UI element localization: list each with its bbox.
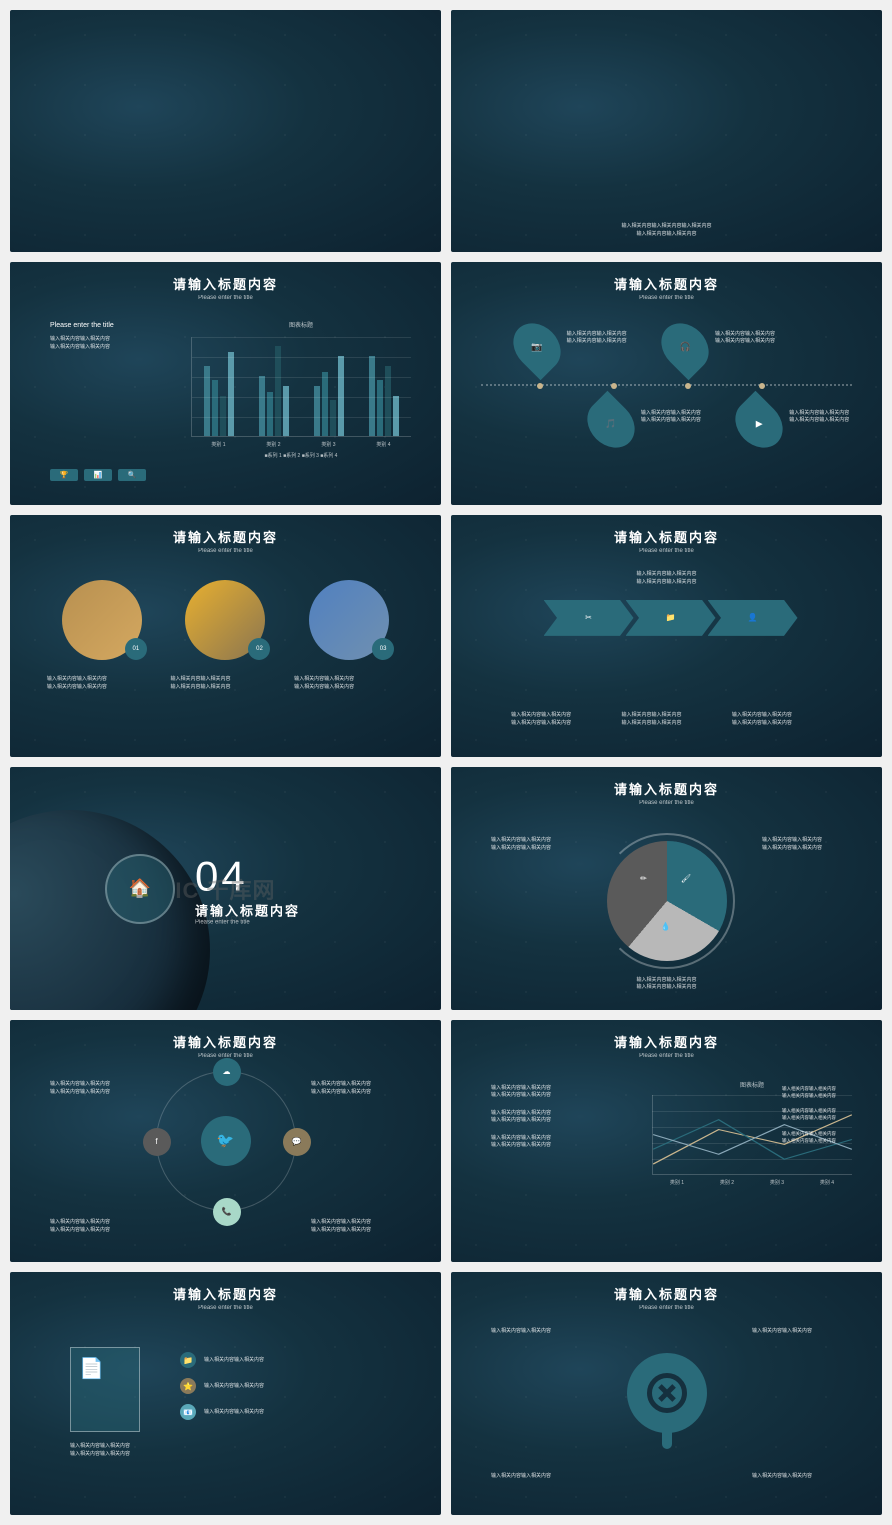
slide-8: 请输入标题内容 Please enter the title ✏🖌💧 输入相关内… bbox=[451, 767, 882, 1009]
list-item: 📁输入相关内容输入相关内容 bbox=[180, 1352, 264, 1368]
orbit-node: f bbox=[143, 1128, 171, 1156]
photo-item: 01输入相关内容输入相关内容输入相关内容输入相关内容 bbox=[47, 580, 157, 691]
slide-title: 请输入标题内容 bbox=[451, 527, 882, 546]
slide-11: 请输入标题内容 Please enter the title 📄 输入相关内容输… bbox=[10, 1272, 441, 1514]
timeline-drop: ▶ bbox=[738, 398, 780, 450]
orbit-diagram: 🐦 ☁f💬📞 bbox=[156, 1071, 296, 1211]
slide-title: 请输入标题内容 bbox=[451, 274, 882, 293]
slide-title: 请输入标题内容 bbox=[451, 1032, 882, 1051]
s10-text-list: 输入相关内容输入相关内容输入相关内容输入相关内容 输入相关内容输入相关内容输入相… bbox=[491, 1085, 621, 1150]
x-circle-graphic bbox=[627, 1353, 707, 1433]
timeline-drop: 🎵 bbox=[590, 398, 632, 450]
slide-12: 请输入标题内容 Please enter the title 输入相关内容输入相… bbox=[451, 1272, 882, 1514]
slide-subtitle: Please enter the title bbox=[10, 295, 441, 301]
process-arrow: ✂ bbox=[544, 600, 634, 636]
slide-7-section: 🏠 04 请输入标题内容 Please enter the title IC 千… bbox=[10, 767, 441, 1009]
orbit-node: 💬 bbox=[283, 1128, 311, 1156]
slide-title: 请输入标题内容 bbox=[10, 1032, 441, 1051]
slide-5: 请输入标题内容 Please enter the title 01输入相关内容输… bbox=[10, 515, 441, 757]
slide-title: 请输入标题内容 bbox=[10, 274, 441, 293]
section-icon: 🏠 bbox=[105, 854, 175, 924]
pie-chart: ✏ 🖌 💧 bbox=[607, 841, 727, 961]
photo-item: 03输入相关内容输入相关内容输入相关内容输入相关内容 bbox=[294, 580, 404, 691]
orbit-node: ☁ bbox=[213, 1058, 241, 1086]
pie-segment-icon: 🖌 bbox=[681, 874, 691, 883]
s3-left-panel: Please enter the title 输入相关内容输入相关内容 输入相关… bbox=[50, 322, 170, 351]
list-item: 📧输入相关内容输入相关内容 bbox=[180, 1404, 264, 1420]
planet-graphic bbox=[10, 810, 210, 1010]
timeline: 📷输入相关内容输入相关内容输入相关内容输入相关内容🎧输入相关内容输入相关内容输入… bbox=[481, 384, 852, 386]
pie-segment-icon: ✏ bbox=[640, 874, 647, 883]
list-item: ⭐输入相关内容输入相关内容 bbox=[180, 1378, 264, 1394]
chart-filter-button[interactable]: 📊 bbox=[84, 469, 112, 481]
photo-item: 02输入相关内容输入相关内容输入相关内容输入相关内容 bbox=[170, 580, 280, 691]
slide-1 bbox=[10, 10, 441, 252]
slide-9: 请输入标题内容 Please enter the title 🐦 ☁f💬📞 输入… bbox=[10, 1020, 441, 1262]
orbit-center: 🐦 bbox=[201, 1116, 251, 1166]
pie-segment-icon: 💧 bbox=[661, 922, 671, 931]
bar-chart: 图表标题 类别 1类别 2类别 3类别 4 ■系列 1 ■系列 2 ■系列 3 … bbox=[191, 320, 411, 460]
slide-6: 请输入标题内容 Please enter the title 输入相关内容输入相… bbox=[451, 515, 882, 757]
slide-3: 请输入标题内容 Please enter the title Please en… bbox=[10, 262, 441, 504]
watermark-sub: 588ku.com bbox=[203, 913, 247, 923]
slide-2: 输入相关内容输入相关内容输入相关内容 输入相关内容输入相关内容 bbox=[451, 10, 882, 252]
timeline-drop: 🎧 bbox=[664, 321, 706, 373]
process-arrow: 📁 bbox=[626, 600, 716, 636]
s3-buttons: 🏆 📊 🔍 bbox=[50, 469, 146, 481]
slide-4: 请输入标题内容 Please enter the title 📷输入相关内容输入… bbox=[451, 262, 882, 504]
slide2-text: 输入相关内容输入相关内容输入相关内容 输入相关内容输入相关内容 bbox=[621, 222, 711, 238]
slide-title: 请输入标题内容 bbox=[451, 1284, 882, 1303]
process-arrow: 👤 bbox=[708, 600, 798, 636]
slide-title: 请输入标题内容 bbox=[451, 779, 882, 798]
slide-title: 请输入标题内容 bbox=[10, 1284, 441, 1303]
slide-10: 请输入标题内容 Please enter the title 输入相关内容输入相… bbox=[451, 1020, 882, 1262]
orbit-node: 📞 bbox=[213, 1198, 241, 1226]
slide-title: 请输入标题内容 bbox=[10, 527, 441, 546]
timeline-drop: 📷 bbox=[516, 321, 558, 373]
document-graphic: 📄 bbox=[70, 1347, 140, 1432]
chart-filter-button[interactable]: 🔍 bbox=[118, 469, 146, 481]
chart-filter-button[interactable]: 🏆 bbox=[50, 469, 78, 481]
